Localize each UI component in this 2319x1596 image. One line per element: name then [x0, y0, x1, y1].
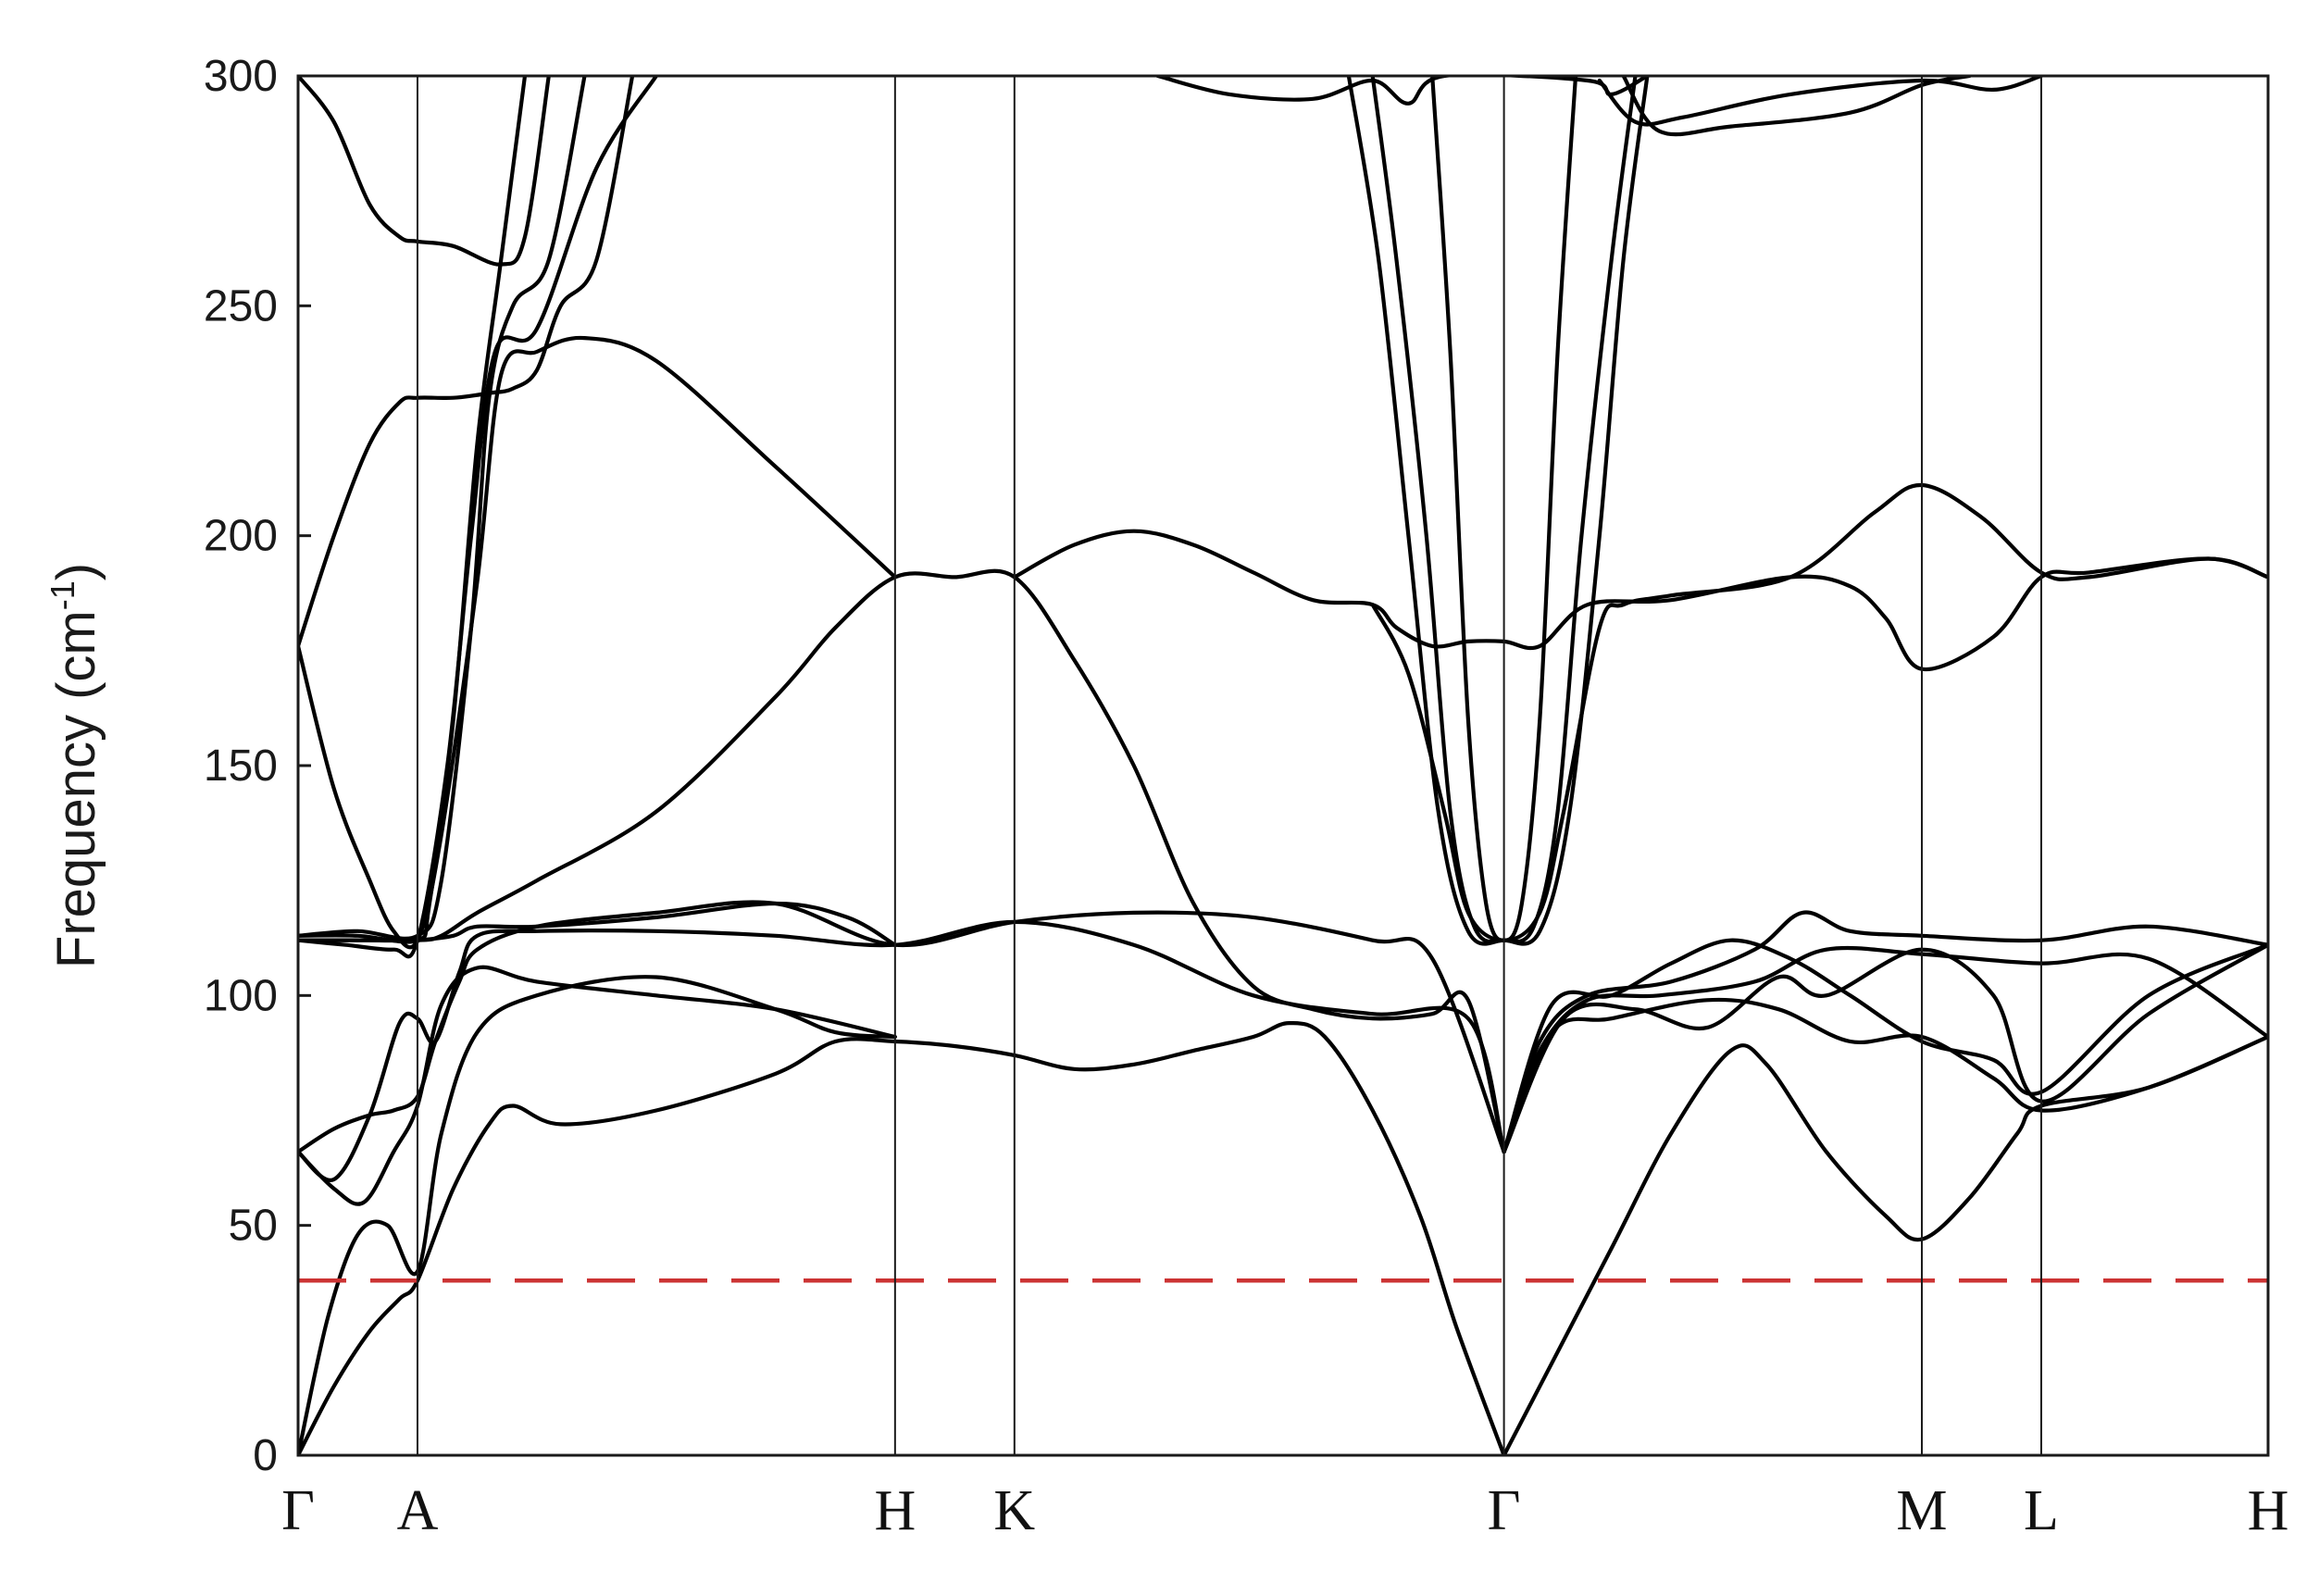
y-tick-label-0: 0	[253, 1431, 278, 1480]
y-axis-label-sup: -1	[44, 580, 81, 610]
band-17	[1346, 76, 1650, 946]
y-tick-label-4: 200	[204, 512, 278, 561]
band-25	[1502, 942, 2268, 1154]
plot-frame	[296, 74, 2270, 1457]
band-11	[298, 335, 897, 950]
band-20	[1597, 76, 2044, 127]
high-symmetry-lines	[416, 76, 2042, 1455]
y-axis-label-main: Frequency (cm	[46, 610, 106, 968]
band-21	[1621, 76, 1972, 137]
band-27	[1502, 938, 2268, 1154]
x-label-4: Γ	[1488, 1479, 1521, 1542]
band-2	[298, 975, 897, 1455]
band-15	[1370, 482, 2268, 942]
x-label-1: A	[397, 1479, 439, 1542]
x-label-7: H	[2248, 1479, 2289, 1542]
y-tick-label-2: 100	[204, 971, 278, 1020]
band-7	[298, 568, 1506, 1154]
y-axis-ticks: 0 50 100 150 200 250 300	[204, 52, 311, 1480]
band-4	[298, 900, 1506, 1154]
band-8	[298, 76, 528, 944]
band-curves	[298, 76, 2268, 1455]
y-tick-label-6: 300	[204, 52, 278, 101]
x-label-6: L	[2024, 1479, 2059, 1542]
band-24	[1502, 997, 2268, 1154]
y-axis-label: Frequency (cm-1)	[44, 563, 106, 968]
band-9	[298, 76, 587, 941]
band-13	[298, 76, 551, 267]
x-label-5: M	[1896, 1479, 1947, 1542]
y-tick-label-1: 50	[229, 1202, 278, 1251]
band-14	[1012, 529, 2268, 672]
band-10	[298, 76, 658, 959]
y-tick-label-3: 150	[204, 742, 278, 791]
band-22	[1502, 910, 2268, 1154]
band-3	[298, 965, 897, 1206]
band-1	[298, 1020, 1506, 1455]
band-23	[1502, 945, 2268, 1154]
x-label-0: Γ	[281, 1479, 315, 1542]
x-label-2: H	[874, 1479, 916, 1542]
band-12	[298, 76, 635, 648]
y-tick-label-5: 250	[204, 281, 278, 330]
band-26	[1502, 1034, 2268, 1455]
y-axis-label-close: )	[46, 563, 106, 580]
x-label-3: K	[993, 1479, 1035, 1542]
